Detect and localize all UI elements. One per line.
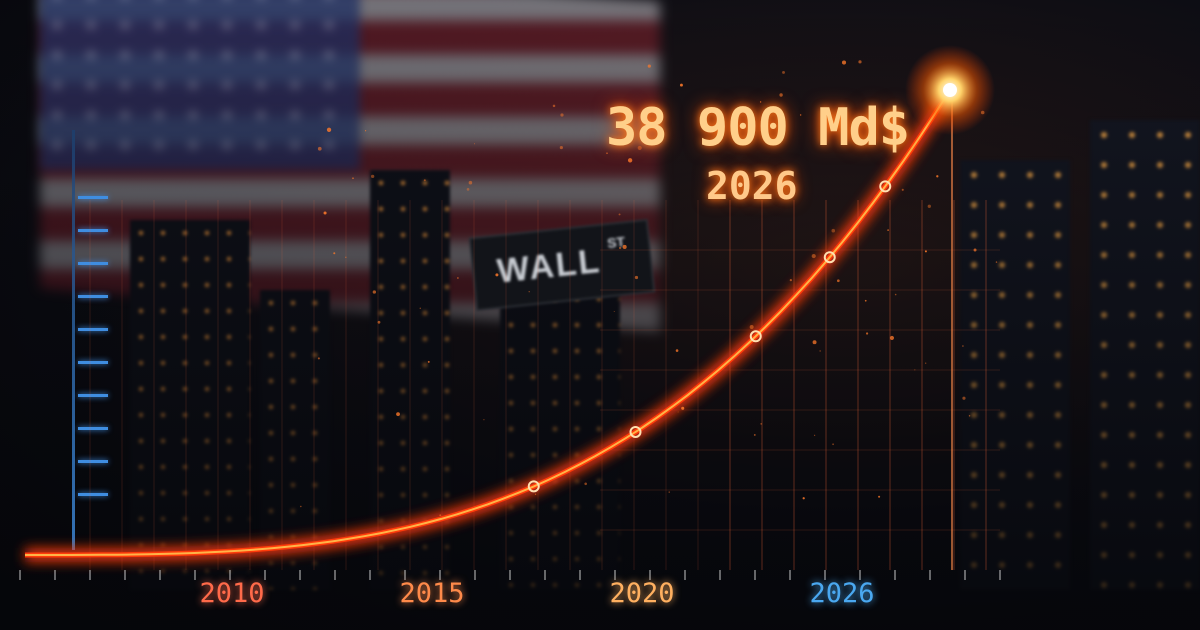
spark-particle <box>842 61 846 65</box>
spark-particle <box>754 434 756 436</box>
spark-particle <box>623 245 627 249</box>
spark-particle <box>760 423 762 425</box>
endpoint-marker <box>943 83 957 97</box>
spark-particle <box>495 273 498 276</box>
spark-particle <box>333 252 335 254</box>
spark-particle <box>365 130 366 131</box>
spark-particle <box>324 212 327 215</box>
spark-particle <box>619 247 621 249</box>
spark-particle <box>680 84 683 87</box>
spark-particle <box>981 111 985 115</box>
spark-particle <box>782 71 785 74</box>
spark-particle <box>803 497 805 499</box>
spark-particle <box>467 188 470 191</box>
spark-particle <box>371 175 374 178</box>
spark-particle <box>457 277 459 279</box>
spark-particle <box>858 60 861 63</box>
spark-particle <box>681 407 684 410</box>
spark-particle <box>439 514 441 516</box>
spark-particle <box>584 482 587 485</box>
spark-particle <box>819 350 820 351</box>
series-line-glow <box>25 90 950 555</box>
spark-particle <box>887 229 889 231</box>
spark-particle <box>560 146 563 149</box>
spark-particle <box>300 506 301 507</box>
spark-particle <box>969 415 970 416</box>
spark-particle <box>428 361 430 363</box>
spark-particle <box>890 336 894 340</box>
spark-particle <box>832 443 834 445</box>
spark-particle <box>669 492 670 493</box>
x-tick-label: 2026 <box>809 578 874 609</box>
spark-particle <box>396 412 400 416</box>
annotation-value: 38 900 Md$ <box>606 98 909 158</box>
spark-particle <box>837 279 840 282</box>
spark-particle <box>345 257 346 258</box>
spark-particle <box>676 349 679 352</box>
spark-particle <box>378 321 381 324</box>
spark-particle <box>962 345 964 347</box>
spark-particle <box>614 311 615 312</box>
spark-particle <box>790 279 792 281</box>
spark-particle <box>373 290 376 293</box>
spark-particle <box>928 205 931 208</box>
spark-particle <box>925 250 927 252</box>
spark-particle <box>974 249 977 252</box>
spark-particle <box>779 93 782 96</box>
spark-particle <box>529 291 530 292</box>
x-tick-label: 2010 <box>199 578 264 609</box>
spark-particle <box>352 177 354 179</box>
spark-particle <box>474 143 475 144</box>
x-tick-label: 2015 <box>399 578 464 609</box>
spark-particle <box>483 419 484 420</box>
spark-particle <box>560 113 563 116</box>
spark-particle <box>962 397 965 400</box>
x-tick-label: 2020 <box>609 578 674 609</box>
spark-particle <box>831 229 835 233</box>
series-line-core <box>25 90 950 555</box>
spark-particle <box>812 254 816 258</box>
spark-particle <box>553 105 556 108</box>
spark-particle <box>813 340 817 344</box>
spark-particle <box>318 147 322 151</box>
spark-particle <box>648 65 651 68</box>
spark-particle <box>914 369 915 370</box>
spark-particle <box>424 179 426 181</box>
series-line <box>25 90 950 555</box>
spark-particle <box>866 332 868 334</box>
spark-particle <box>678 412 679 413</box>
spark-particle <box>469 181 473 185</box>
spark-particle <box>996 261 997 262</box>
spark-particle <box>936 175 938 177</box>
spark-particle <box>318 357 320 359</box>
spark-particle <box>895 294 897 296</box>
spark-particle <box>814 435 815 436</box>
spark-particle <box>902 189 904 191</box>
spark-particle <box>619 213 621 215</box>
annotation-year: 2026 <box>706 164 798 208</box>
spark-particle <box>327 128 331 132</box>
spark-particle <box>535 494 536 495</box>
spark-particle <box>420 308 421 309</box>
spark-particle <box>628 158 632 162</box>
spark-particle <box>750 325 754 329</box>
spark-particle <box>878 496 880 498</box>
spark-particle <box>865 300 867 302</box>
spark-particle <box>635 276 638 279</box>
spark-particle <box>925 363 926 364</box>
